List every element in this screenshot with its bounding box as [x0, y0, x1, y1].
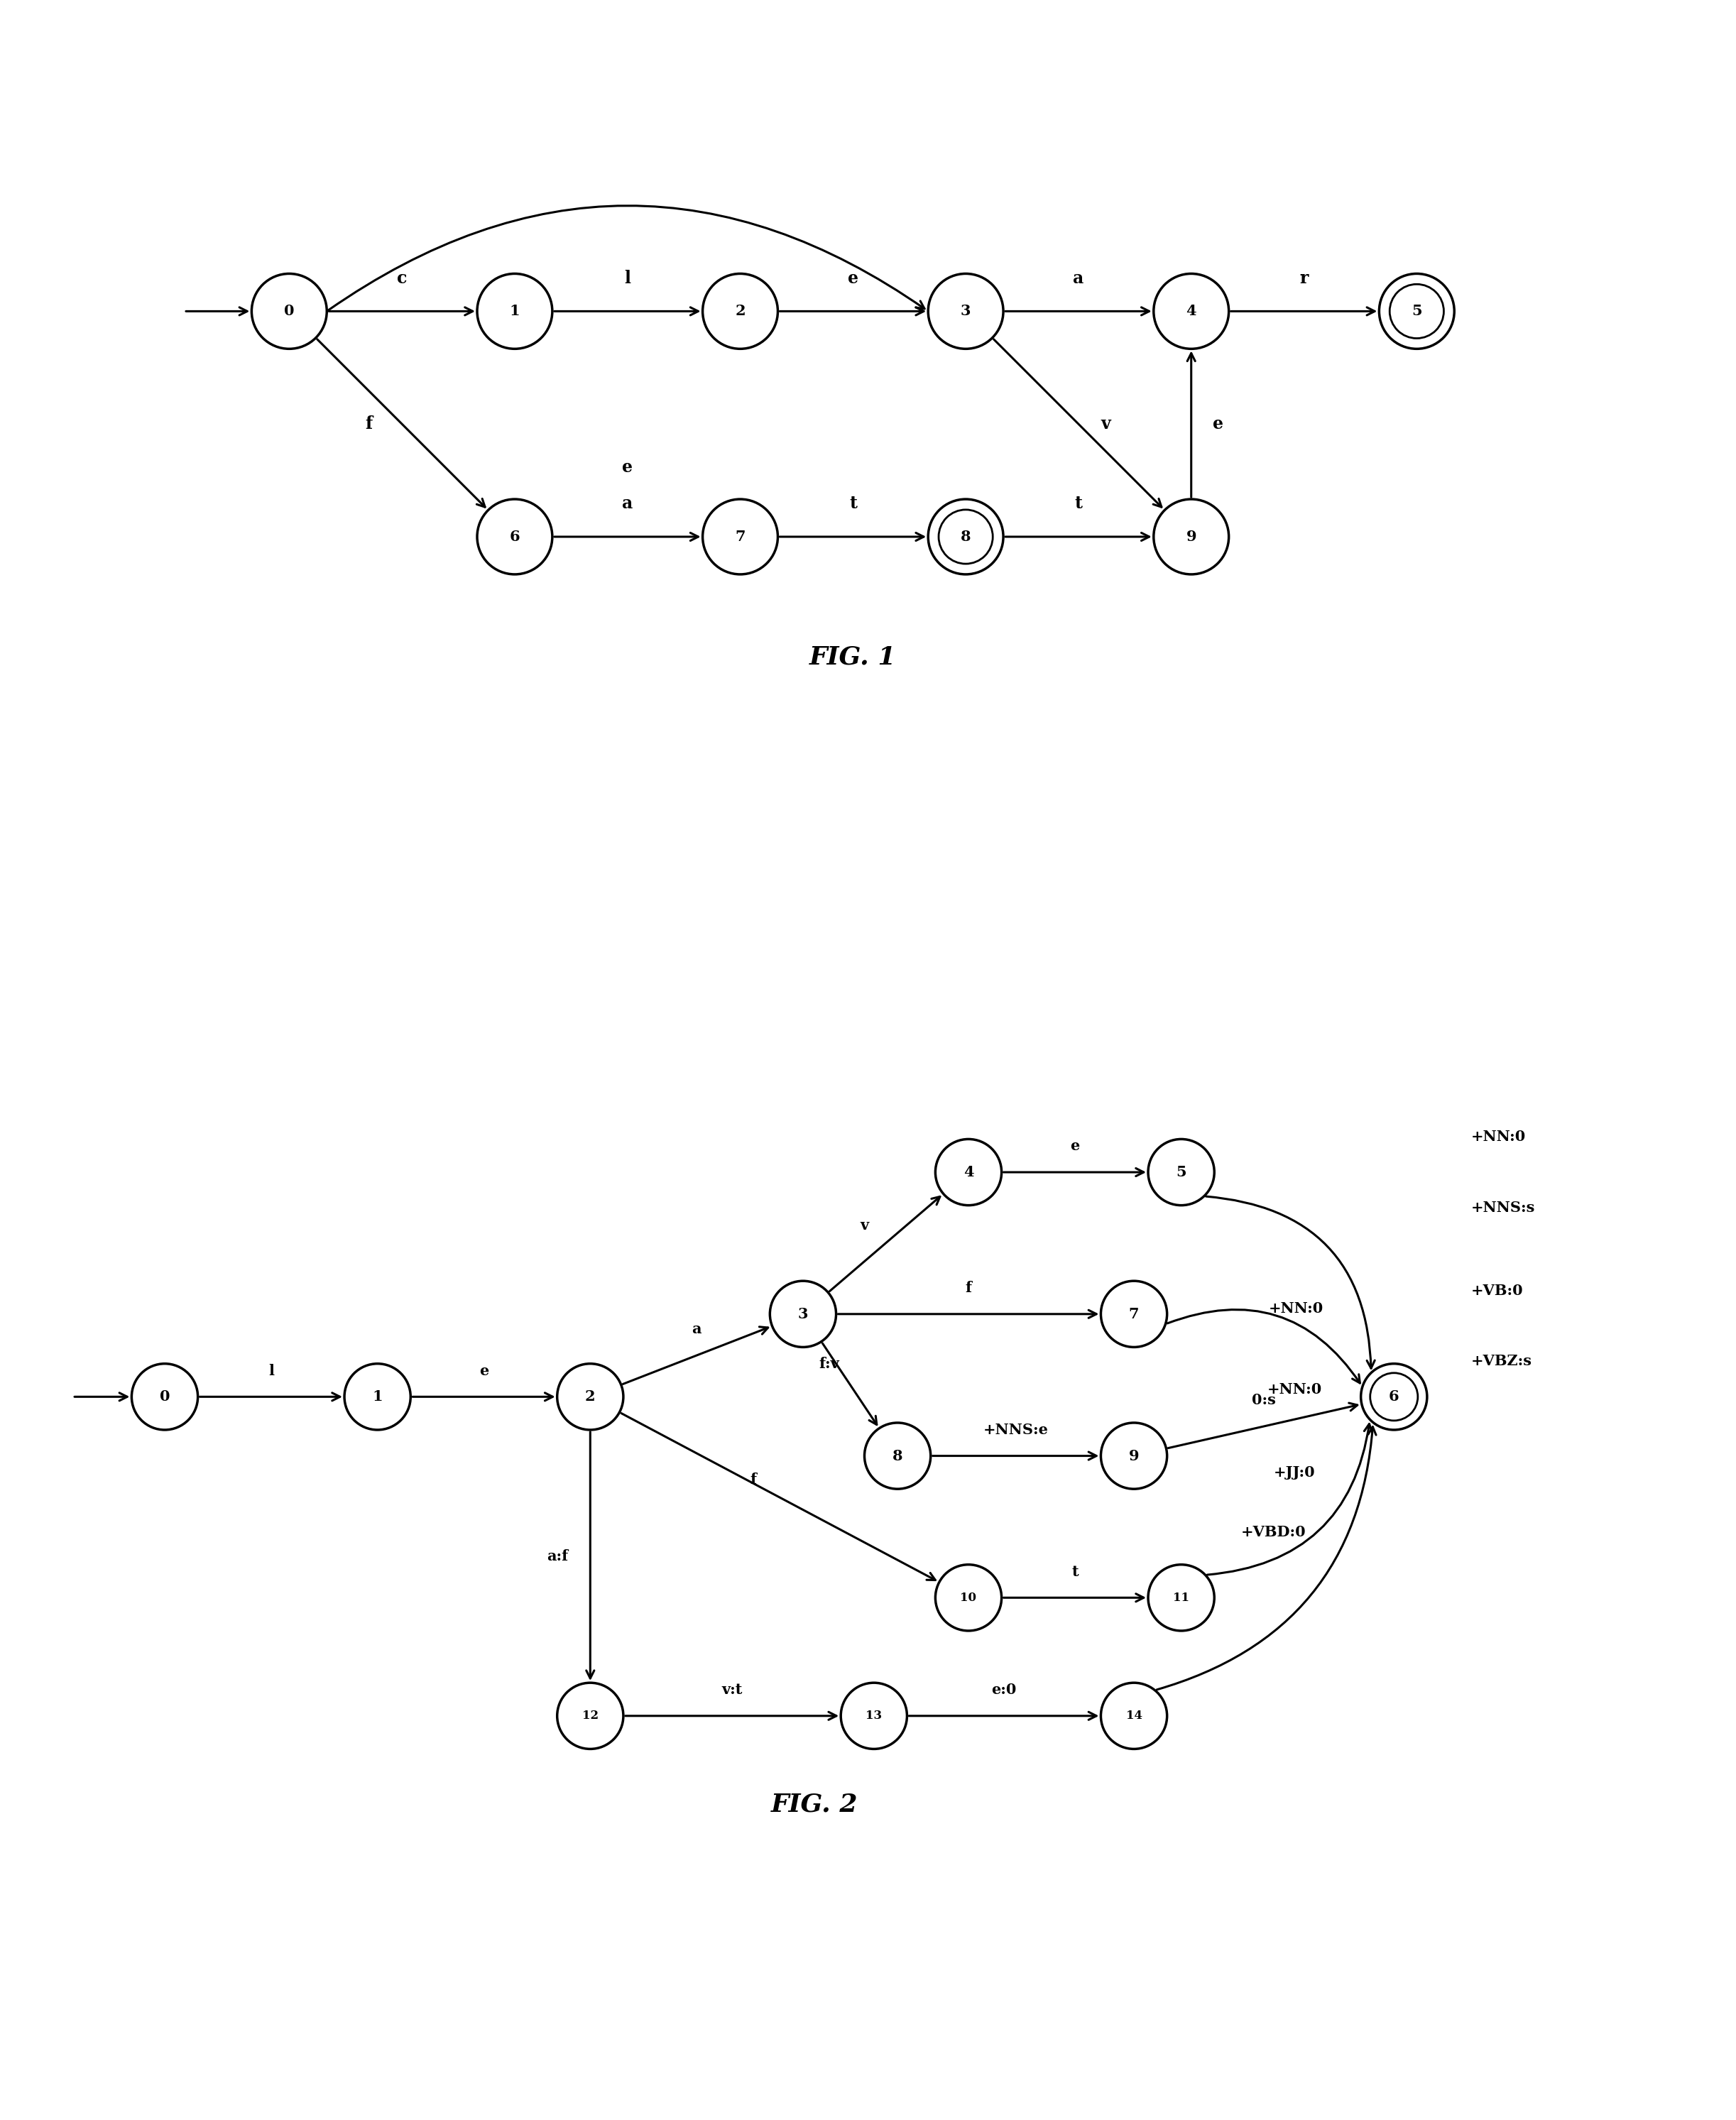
Text: 3: 3 [799, 1306, 809, 1321]
Circle shape [865, 1423, 930, 1488]
Text: 6: 6 [1389, 1391, 1399, 1403]
Text: +VB:0: +VB:0 [1470, 1283, 1522, 1297]
Text: 8: 8 [960, 530, 970, 545]
Text: e: e [1069, 1138, 1080, 1153]
Text: c: c [398, 269, 406, 286]
Text: f: f [965, 1280, 972, 1295]
Text: 7: 7 [1128, 1306, 1139, 1321]
Text: e: e [621, 458, 634, 475]
Text: +NN:0: +NN:0 [1269, 1302, 1323, 1317]
Circle shape [939, 509, 993, 564]
Text: 5: 5 [1175, 1166, 1186, 1179]
Text: l: l [269, 1363, 274, 1378]
Circle shape [477, 273, 552, 350]
Text: t: t [849, 496, 858, 513]
Circle shape [252, 273, 326, 350]
Text: 5: 5 [1411, 303, 1422, 318]
Text: 6: 6 [510, 530, 519, 545]
Text: +NNS:s: +NNS:s [1470, 1200, 1535, 1215]
Circle shape [1378, 273, 1455, 350]
Circle shape [1370, 1374, 1418, 1420]
Circle shape [1101, 1423, 1167, 1488]
Text: 7: 7 [734, 530, 745, 545]
Text: 0: 0 [285, 303, 295, 318]
Text: 11: 11 [1174, 1592, 1189, 1603]
Text: 0: 0 [160, 1391, 170, 1403]
Text: a:f: a:f [547, 1550, 568, 1562]
Text: 9: 9 [1128, 1448, 1139, 1463]
Text: 2: 2 [734, 303, 745, 318]
Text: +NNS:e: +NNS:e [983, 1423, 1049, 1437]
Circle shape [769, 1280, 837, 1346]
Text: v: v [859, 1219, 868, 1232]
Text: 1: 1 [510, 303, 519, 318]
Circle shape [840, 1683, 906, 1749]
Text: 4: 4 [963, 1166, 974, 1179]
Circle shape [936, 1565, 1002, 1630]
Text: 14: 14 [1125, 1711, 1142, 1721]
Text: 1: 1 [372, 1391, 382, 1403]
Text: 9: 9 [1186, 530, 1196, 545]
Text: a: a [1073, 269, 1083, 286]
Text: v:t: v:t [722, 1683, 743, 1696]
Text: 13: 13 [866, 1711, 882, 1721]
Circle shape [929, 498, 1003, 575]
Text: +NN:0: +NN:0 [1470, 1130, 1526, 1145]
Circle shape [703, 498, 778, 575]
Text: FIG. 1: FIG. 1 [809, 644, 896, 670]
Text: +VBZ:s: +VBZ:s [1470, 1355, 1531, 1367]
Circle shape [1154, 498, 1229, 575]
Text: t: t [1071, 1565, 1078, 1579]
Circle shape [1361, 1363, 1427, 1429]
Circle shape [703, 273, 778, 350]
Text: 3: 3 [960, 303, 970, 318]
Text: f:v: f:v [819, 1357, 838, 1372]
Text: f: f [750, 1473, 757, 1486]
Text: t: t [1075, 496, 1082, 513]
Text: v: v [1101, 416, 1111, 432]
Text: FIG. 2: FIG. 2 [771, 1791, 858, 1817]
Text: 10: 10 [960, 1592, 977, 1603]
Text: e: e [847, 269, 858, 286]
Text: 0:s: 0:s [1252, 1393, 1276, 1408]
Text: a: a [693, 1323, 701, 1336]
Circle shape [1147, 1565, 1213, 1630]
Circle shape [1389, 284, 1444, 339]
Circle shape [1154, 273, 1229, 350]
Text: 12: 12 [582, 1711, 599, 1721]
Text: e:0: e:0 [991, 1683, 1017, 1696]
Circle shape [557, 1683, 623, 1749]
Text: +NN:0: +NN:0 [1267, 1382, 1323, 1397]
Circle shape [477, 498, 552, 575]
Text: +JJ:0: +JJ:0 [1274, 1465, 1316, 1480]
Text: l: l [625, 269, 630, 286]
Text: 8: 8 [892, 1448, 903, 1463]
Text: f: f [365, 416, 373, 432]
Circle shape [1147, 1138, 1213, 1206]
Text: e: e [1213, 416, 1224, 432]
Circle shape [132, 1363, 198, 1429]
Text: 2: 2 [585, 1391, 595, 1403]
Circle shape [557, 1363, 623, 1429]
Circle shape [1101, 1280, 1167, 1346]
Text: a: a [621, 496, 634, 513]
Text: 4: 4 [1186, 303, 1196, 318]
Text: +VBD:0: +VBD:0 [1241, 1524, 1305, 1539]
Text: e: e [479, 1363, 488, 1378]
Circle shape [1101, 1683, 1167, 1749]
Circle shape [929, 273, 1003, 350]
Circle shape [936, 1138, 1002, 1206]
Text: r: r [1300, 269, 1309, 286]
Circle shape [344, 1363, 411, 1429]
